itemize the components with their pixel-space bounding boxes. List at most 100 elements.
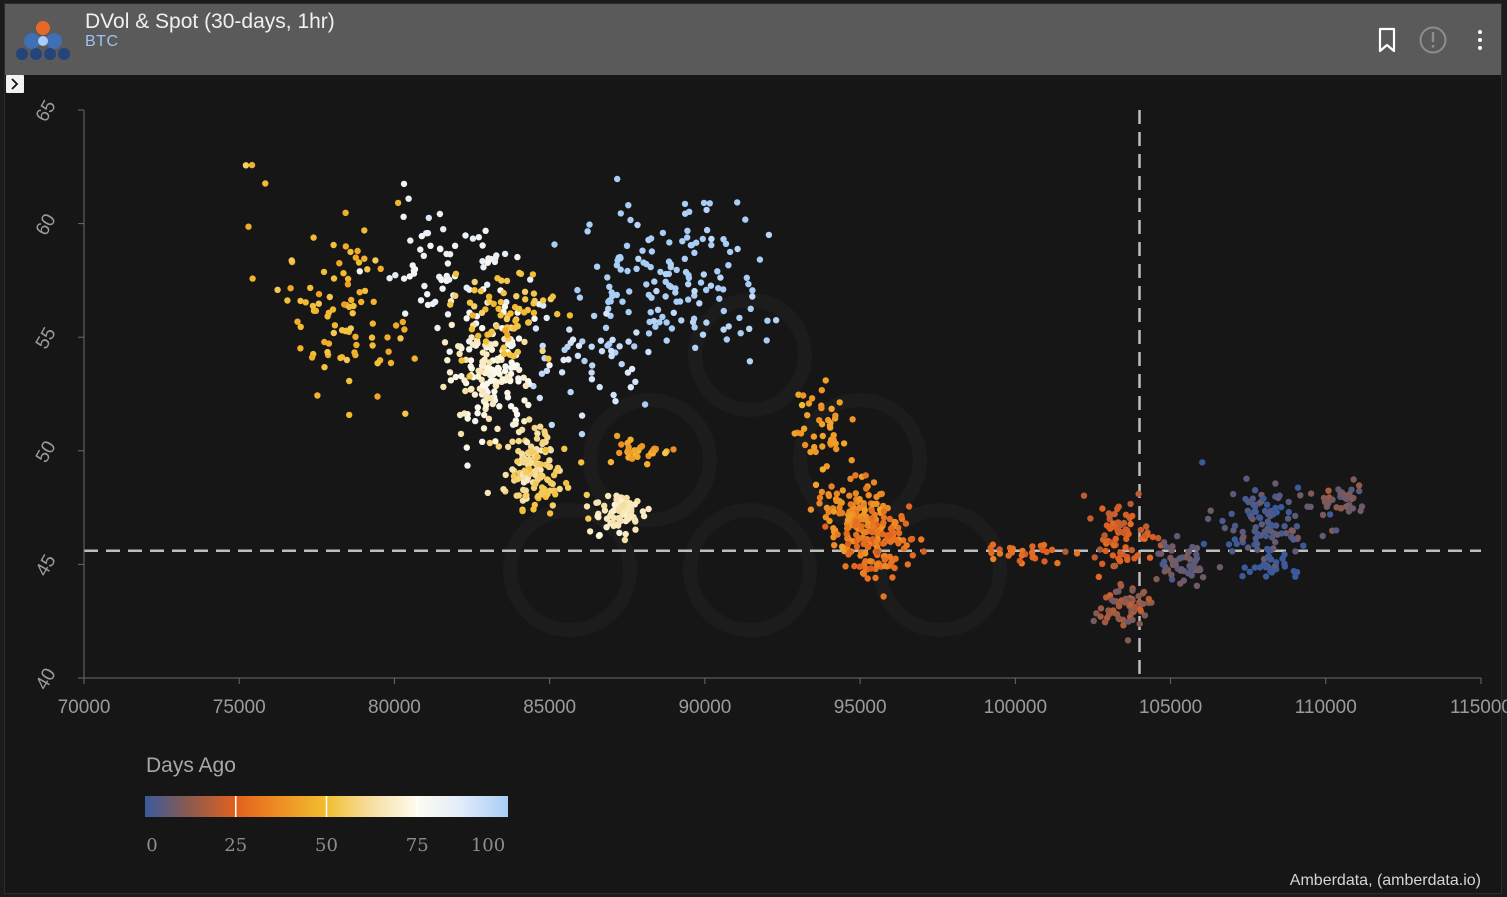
scatter-point: [581, 357, 588, 365]
scatter-point: [509, 466, 516, 473]
scatter-point: [554, 310, 561, 318]
scatter-point: [578, 459, 585, 466]
scatter-point: [479, 242, 486, 249]
scatter-point: [720, 307, 727, 315]
scatter-point: [832, 440, 839, 447]
scatter-point: [1256, 564, 1264, 571]
scatter-point: [904, 561, 911, 568]
scatter-point: [800, 392, 807, 399]
amberdata-logo-icon: [16, 21, 70, 60]
y-tick-label: 60: [32, 210, 61, 239]
scatter-point: [1110, 542, 1118, 549]
scatter-point: [818, 387, 825, 394]
scatter-point: [586, 221, 593, 228]
scatter-point: [1292, 512, 1299, 520]
scatter-point: [492, 382, 500, 390]
scatter-point: [245, 223, 252, 230]
scatter-point: [1245, 498, 1252, 506]
colorbar-tick-label: 50: [315, 835, 338, 856]
expand-chevron-icon[interactable]: [6, 75, 24, 93]
scatter-point: [765, 231, 773, 239]
scatter-point: [501, 250, 509, 258]
scatter-point: [1349, 505, 1357, 512]
x-tick-label: 70000: [58, 697, 111, 718]
asset-label: BTC: [85, 33, 119, 50]
scatter-point: [895, 529, 903, 537]
scatter-point: [500, 350, 508, 358]
scatter-point: [503, 315, 511, 323]
scatter-point: [614, 175, 621, 183]
scatter-point: [448, 321, 455, 329]
scatter-point: [440, 383, 447, 391]
scatter-point: [903, 542, 910, 549]
scatter-point: [548, 421, 555, 429]
scatter-point: [847, 501, 854, 508]
scatter-point: [329, 306, 337, 313]
scatter-point: [561, 346, 568, 353]
scatter-point: [392, 322, 400, 329]
scatter-point: [716, 295, 723, 302]
scatter-point: [1127, 520, 1134, 528]
bookmark-icon[interactable]: [1371, 24, 1403, 56]
scatter-point: [497, 298, 505, 306]
scatter-point: [1244, 544, 1252, 551]
scatter-point: [479, 438, 486, 445]
scatter-point: [401, 326, 408, 333]
scatter-point: [634, 221, 641, 229]
scatter-point: [462, 387, 469, 395]
scatter-point: [320, 268, 328, 276]
scatter-point: [631, 501, 639, 508]
scatter-point: [861, 560, 868, 567]
scatter-point: [513, 293, 520, 300]
scatter-point: [1230, 490, 1237, 498]
info-icon[interactable]: [1417, 24, 1449, 56]
scatter-point: [607, 458, 615, 466]
scatter-point: [1279, 555, 1286, 562]
scatter-point: [847, 512, 854, 519]
scatter-point: [315, 300, 322, 307]
scatter-point: [1091, 554, 1098, 561]
scatter-point: [522, 296, 529, 303]
scatter-point: [603, 310, 610, 317]
scatter-point: [678, 317, 685, 324]
scatter-point: [746, 325, 753, 332]
scatter-point: [308, 354, 316, 361]
scatter-point: [1333, 527, 1340, 534]
scatter-point: [361, 287, 369, 295]
scatter-point: [1188, 572, 1195, 579]
scatter-point: [534, 453, 541, 461]
scatter-point: [645, 330, 653, 337]
scatter-point: [1186, 556, 1194, 563]
scatter-point: [810, 433, 818, 440]
scatter-point: [606, 283, 613, 290]
scatter-point: [354, 247, 361, 255]
scatter-point: [1128, 546, 1136, 554]
scatter-point: [484, 259, 491, 266]
scatter-point: [858, 516, 865, 523]
scatter-point: [852, 490, 859, 497]
scatter-point: [1080, 492, 1088, 499]
scatter-point: [870, 523, 877, 530]
scatter-point: [610, 514, 617, 522]
scatter-point: [1087, 515, 1094, 522]
more-vertical-icon[interactable]: [1464, 24, 1496, 56]
y-tick-label: 55: [32, 324, 61, 353]
scatter-point: [625, 202, 632, 209]
scatter-point: [625, 444, 632, 451]
scatter-point: [1029, 553, 1037, 560]
scatter-point: [649, 447, 657, 454]
scatter-point: [1122, 598, 1130, 606]
scatter-point: [550, 472, 558, 479]
scatter-point: [1115, 519, 1122, 526]
scatter-point: [249, 275, 256, 282]
scatter-point: [344, 275, 352, 283]
scatter-point: [361, 255, 368, 262]
scatter-point: [1243, 475, 1250, 482]
scatter-point: [1229, 548, 1236, 555]
scatter-point: [1276, 492, 1283, 499]
scatter-point: [372, 257, 379, 264]
scatter-point: [763, 337, 770, 344]
scatter-point: [484, 281, 491, 288]
scatter-point: [397, 335, 404, 342]
scatter-point: [486, 359, 493, 366]
